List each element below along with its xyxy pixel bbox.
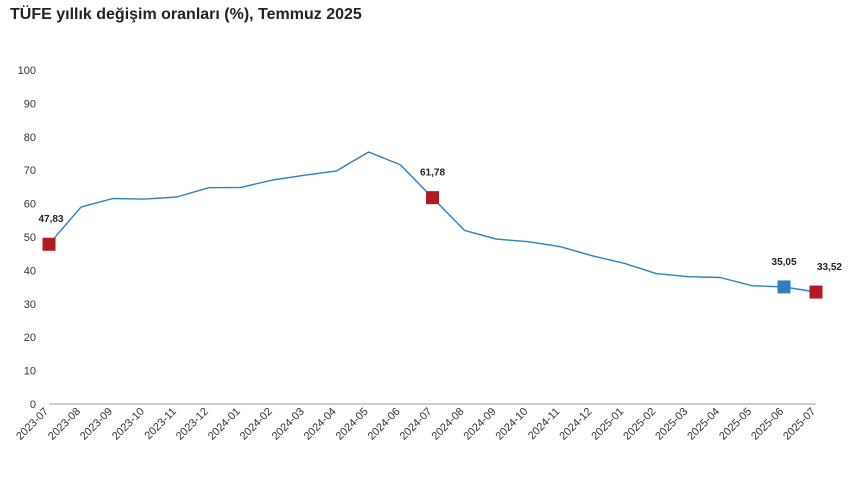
- x-tick-label: 2023-08: [46, 406, 83, 443]
- x-axis: 2023-072023-082023-092023-102023-112023-…: [14, 403, 818, 443]
- data-marker: [809, 285, 823, 299]
- y-tick-label: 20: [24, 332, 36, 344]
- y-tick-label: 90: [24, 98, 36, 110]
- data-marker: [777, 280, 791, 294]
- x-tick-label: 2025-05: [717, 406, 754, 443]
- x-tick-label: 2023-12: [174, 406, 211, 443]
- y-tick-label: 10: [24, 366, 36, 378]
- y-tick-label: 50: [24, 232, 36, 244]
- x-tick-label: 2023-07: [14, 406, 51, 443]
- x-tick-label: 2023-09: [78, 406, 115, 443]
- x-tick-label: 2025-07: [781, 406, 818, 443]
- x-tick-label: 2024-05: [334, 406, 371, 443]
- x-tick-label: 2025-06: [749, 406, 786, 443]
- data-label: 35,05: [772, 257, 797, 268]
- data-label: 47,83: [38, 214, 63, 225]
- plot-area: 47,83 61,78 35,05 33,52: [38, 151, 842, 299]
- x-tick-label: 2023-10: [110, 406, 147, 443]
- chart-title: TÜFE yıllık değişim oranları (%), Temmuz…: [10, 6, 362, 23]
- y-tick-label: 70: [24, 165, 36, 177]
- x-tick-label: 2024-03: [270, 406, 307, 443]
- data-label: 61,78: [420, 168, 445, 179]
- x-tick-label: 2023-11: [142, 406, 178, 442]
- x-tick-label: 2025-02: [621, 406, 658, 443]
- x-tick-label: 2024-06: [366, 406, 403, 443]
- data-marker: [426, 191, 439, 205]
- data-marker: [42, 237, 56, 251]
- x-tick-label: 2024-07: [398, 406, 435, 443]
- x-tick-label: 2025-04: [685, 406, 722, 443]
- x-tick-label: 2024-02: [238, 406, 275, 443]
- y-tick-label: 60: [24, 199, 36, 211]
- x-tick-label: 2024-09: [462, 406, 499, 443]
- y-tick-label: 0: [30, 399, 36, 411]
- x-tick-label: 2025-01: [589, 406, 626, 443]
- x-tick-label: 2024-10: [493, 406, 530, 443]
- y-axis: 0 10 20 30 40 50 60 70 80 90 100: [18, 65, 36, 411]
- x-tick-label: 2024-08: [430, 406, 467, 443]
- x-tick-label: 2024-04: [302, 406, 339, 443]
- x-tick-label: 2024-12: [557, 406, 594, 443]
- y-tick-label: 30: [24, 299, 36, 311]
- x-tick-label: 2025-03: [653, 406, 690, 443]
- y-tick-label: 40: [24, 265, 36, 277]
- y-tick-label: 100: [18, 65, 36, 77]
- data-label: 33,52: [817, 262, 842, 273]
- y-tick-label: 80: [24, 132, 36, 144]
- x-tick-label: 2024-01: [206, 406, 243, 443]
- x-tick-label: 2024-11: [526, 406, 562, 442]
